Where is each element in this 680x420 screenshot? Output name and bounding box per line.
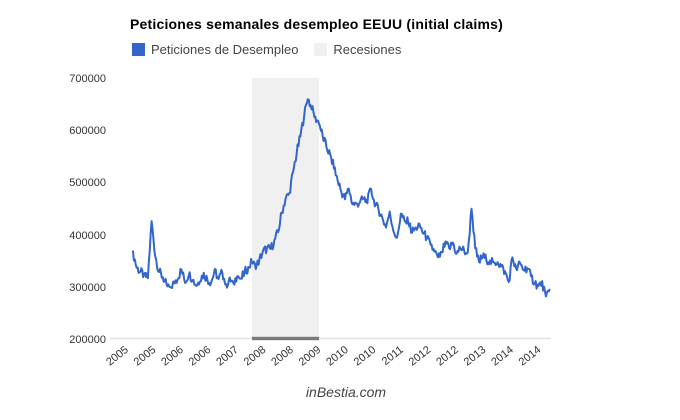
legend-label-claims: Peticiones de Desempleo	[151, 42, 299, 57]
legend-label-recessions: Recesiones	[333, 42, 402, 57]
legend-item-claims: Peticiones de Desempleo	[132, 42, 298, 57]
recession-band-baseline	[252, 336, 319, 341]
x-axis-label: 2009	[297, 344, 324, 369]
x-axis-label: 2012	[407, 344, 434, 369]
x-axis-label: 2007	[214, 344, 241, 369]
x-axis-label: 2010	[352, 344, 379, 369]
x-axis-label: 2008	[269, 344, 296, 369]
x-axis-label: 2005	[104, 344, 131, 369]
legend: Peticiones de Desempleo Recesiones	[132, 42, 401, 57]
x-axis-label: 2010	[324, 344, 351, 369]
x-axis-label: 2006	[187, 344, 214, 369]
legend-swatch-blue-icon	[132, 43, 145, 56]
x-axis-label: 2013	[462, 344, 489, 369]
x-axis-label: 2014	[517, 344, 544, 369]
x-axis-label: 2014	[489, 344, 516, 369]
legend-item-recessions: Recesiones	[314, 42, 401, 57]
y-axis-label: 200000	[69, 334, 106, 346]
y-axis-label: 700000	[69, 73, 106, 85]
x-axis-label: 2006	[159, 344, 186, 369]
x-axis-label: 2012	[434, 344, 461, 369]
legend-swatch-gray-icon	[314, 43, 328, 56]
y-axis-label: 600000	[69, 125, 106, 137]
watermark: inBestia.com	[305, 384, 387, 400]
recession-band	[252, 78, 319, 339]
y-axis-label: 500000	[69, 177, 106, 189]
y-axis: 700000 600000 500000 400000 300000 20000…	[69, 73, 106, 346]
y-axis-label: 400000	[69, 230, 106, 242]
chart-title: Peticiones semanales desempleo EEUU (ini…	[130, 16, 503, 32]
x-axis-label: 2011	[380, 344, 406, 368]
x-axis-label: 2008	[242, 344, 269, 369]
claims-line	[132, 98, 551, 298]
x-axis-label: 2005	[132, 344, 159, 369]
y-axis-label: 300000	[69, 282, 106, 294]
x-axis: 2005 2005 2006 2006 2007 2008 2008 2009 …	[104, 344, 543, 369]
